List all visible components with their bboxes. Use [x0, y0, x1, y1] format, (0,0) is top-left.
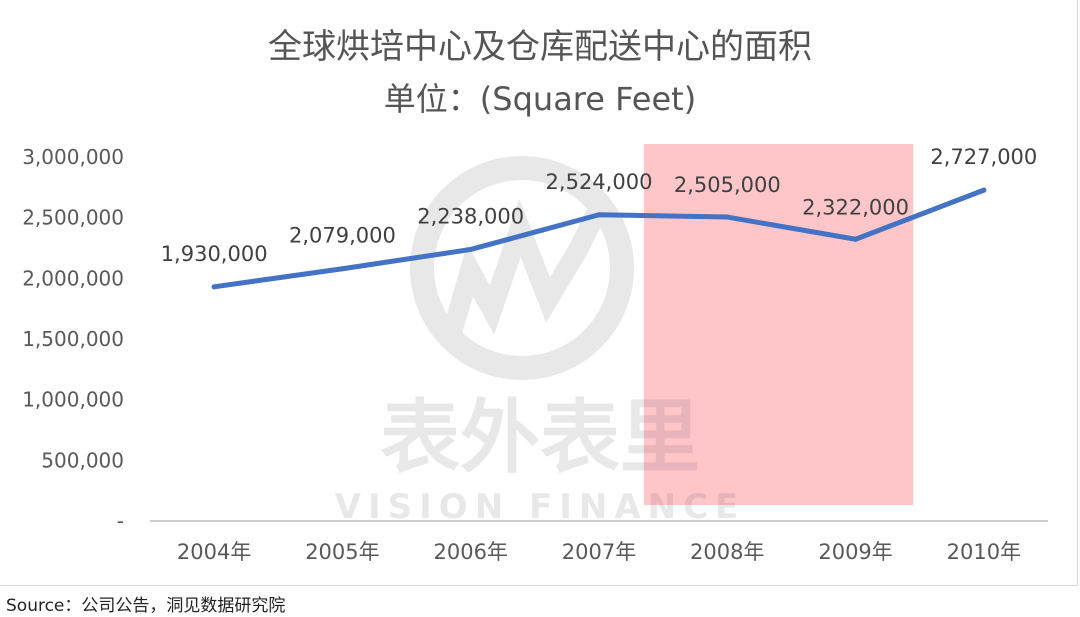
- y-tick-label: 2,500,000: [22, 206, 124, 230]
- x-tick-label: 2004年: [177, 540, 251, 564]
- x-tick-label: 2006年: [433, 540, 507, 564]
- chart-subtitle: 单位：(Square Feet): [384, 80, 696, 118]
- data-label: 2,505,000: [674, 173, 781, 197]
- data-point: [981, 187, 987, 193]
- data-point: [211, 284, 217, 290]
- y-tick-label: 1,000,000: [22, 388, 124, 412]
- svg-text:表外表里: 表外表里: [380, 391, 700, 484]
- y-tick-label: -: [117, 509, 124, 533]
- data-label: 2,524,000: [546, 170, 653, 194]
- y-tick-label: 1,500,000: [22, 327, 124, 351]
- data-label: 1,930,000: [161, 242, 268, 266]
- x-tick-label: 2009年: [818, 540, 892, 564]
- x-tick-label: 2010年: [947, 540, 1021, 564]
- data-label: 2,322,000: [802, 195, 909, 219]
- data-point: [596, 212, 602, 218]
- line-chart: 表外表里 VISION FINANCE 全球烘培中心及仓库配送中心的面积 单位：…: [22, 27, 1048, 564]
- x-tick-label: 2007年: [562, 540, 636, 564]
- data-label: 2,079,000: [289, 224, 396, 248]
- data-point: [468, 246, 474, 252]
- highlight-band: [643, 144, 914, 505]
- x-tick-label: 2005年: [305, 540, 379, 564]
- data-label: 2,238,000: [417, 204, 524, 228]
- y-tick-label: 2,000,000: [22, 266, 124, 290]
- source-note: Source：公司公告，洞见数据研究院: [6, 596, 286, 616]
- data-point: [724, 214, 730, 220]
- chart-frame: [0, 0, 1078, 586]
- data-point: [339, 266, 345, 272]
- data-point: [853, 236, 859, 242]
- x-tick-label: 2008年: [690, 540, 764, 564]
- y-tick-label: 3,000,000: [22, 145, 124, 169]
- chart-title: 全球烘培中心及仓库配送中心的面积: [268, 27, 812, 67]
- y-tick-label: 500,000: [41, 448, 124, 472]
- data-label: 2,727,000: [930, 145, 1037, 169]
